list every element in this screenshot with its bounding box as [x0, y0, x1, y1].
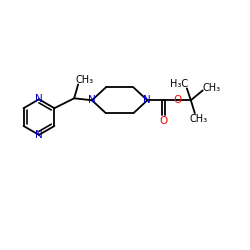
Text: N: N — [35, 130, 43, 140]
Text: CH₃: CH₃ — [76, 74, 94, 85]
Text: CH₃: CH₃ — [202, 84, 221, 94]
Text: H₃C: H₃C — [170, 80, 188, 90]
Text: N: N — [88, 95, 96, 105]
Text: O: O — [159, 116, 167, 126]
Text: CH₃: CH₃ — [190, 114, 208, 124]
Text: N: N — [144, 95, 151, 105]
Text: N: N — [35, 94, 43, 104]
Text: O: O — [173, 95, 181, 105]
